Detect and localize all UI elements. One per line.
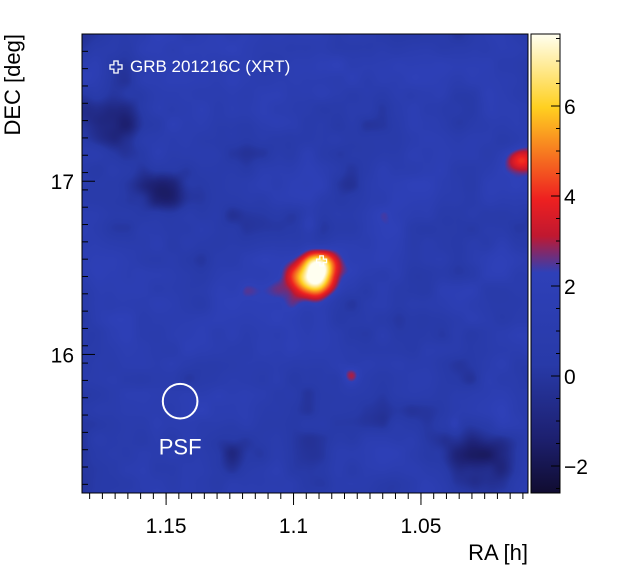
psf-label: PSF (159, 435, 202, 460)
colorbar-tick-label: 4 (564, 186, 576, 209)
legend: GRB 201216C (XRT) (109, 57, 290, 76)
colorbar-ticks: −2 0 2 4 6 (551, 38, 588, 489)
x-axis: 1.15 1.1 1.05 (89, 493, 524, 538)
colorbar-tick-label: 0 (564, 366, 576, 389)
plot-frame (81, 33, 529, 494)
y-tick-label: 16 (51, 344, 74, 367)
colorbar-tick-label: 6 (564, 96, 576, 119)
y-tick-label: 17 (51, 171, 74, 194)
x-tick-label: 1.1 (279, 515, 308, 538)
heatmap-area (82, 34, 528, 493)
colorbar-tick-label: 2 (564, 276, 576, 299)
colorbar: −2 0 2 4 6 (530, 33, 588, 494)
psf-circle (161, 382, 199, 420)
xrt-position-marker (315, 255, 328, 267)
colorbar-gradient (531, 34, 560, 493)
x-axis-title: RA [h] (468, 540, 528, 565)
legend-label: GRB 201216C (XRT) (130, 57, 290, 76)
significance-heatmap (82, 34, 528, 493)
x-tick-label: 1.05 (401, 515, 442, 538)
legend-cross-icon (109, 60, 123, 74)
y-axis-title: DEC [deg] (0, 34, 25, 136)
colorbar-tick-label: −2 (564, 456, 588, 479)
overlays: GRB 201216C (XRT) PSF (109, 57, 328, 460)
x-tick-label: 1.15 (146, 515, 187, 538)
